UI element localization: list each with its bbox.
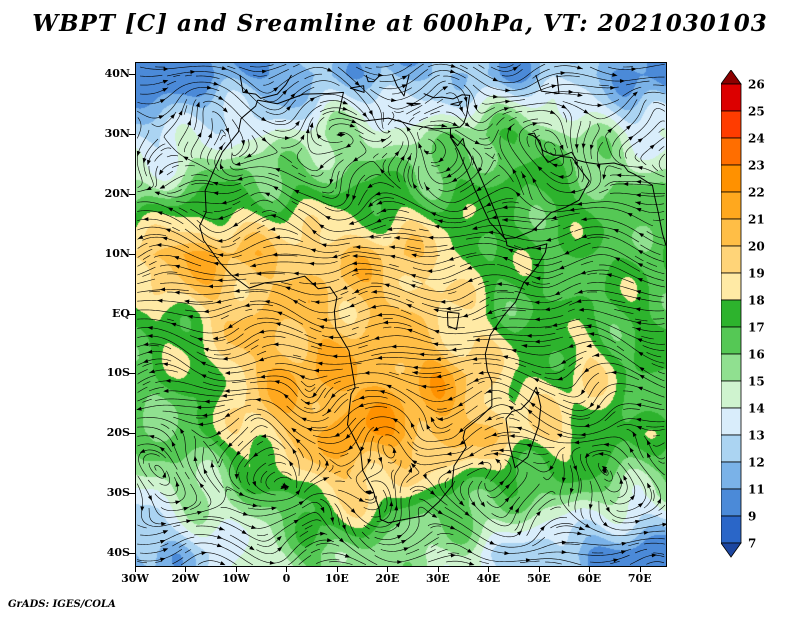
colorbar-segment <box>720 299 742 328</box>
x-axis-label: 20W <box>171 572 200 585</box>
y-axis-tick <box>129 493 135 495</box>
colorbar-label: 20 <box>748 240 765 254</box>
x-axis-tick <box>437 567 439 572</box>
x-axis-tick <box>387 567 389 572</box>
colorbar-arrow-top <box>720 69 742 85</box>
x-axis-label: 20E <box>375 572 400 585</box>
colorbar-segment <box>720 461 742 490</box>
x-axis-label: 30E <box>425 572 450 585</box>
y-axis-tick <box>129 253 135 255</box>
y-axis-label: 10S <box>106 366 130 380</box>
colorbar-label: 19 <box>748 267 765 281</box>
colorbar-segment <box>720 272 742 301</box>
colorbar-label: 26 <box>748 78 765 92</box>
x-axis-tick <box>286 567 288 572</box>
figure-title: WBPT [C] and Sreamline at 600hPa, VT: 20… <box>32 10 768 37</box>
x-axis-tick <box>538 567 540 572</box>
colorbar-label: 21 <box>748 213 765 227</box>
x-axis-tick <box>639 567 641 572</box>
colorbar-label: 25 <box>748 105 765 119</box>
x-axis-tick <box>488 567 490 572</box>
colorbar-svg: 26 25 24 23 22 21 20 19 18 17 16 15 14 13 12 11 9 7 <box>720 69 765 558</box>
colorbar-segment <box>720 137 742 166</box>
colorbar: 26 25 24 23 22 21 20 19 18 17 16 15 14 13 12 11 9 7 <box>720 69 781 566</box>
y-axis-tick <box>129 373 135 375</box>
colorbar-label: 18 <box>748 294 765 308</box>
colorbar-label: 13 <box>748 429 765 443</box>
colorbar-label: 17 <box>748 321 765 335</box>
y-axis-label: 40S <box>106 546 130 560</box>
colorbar-arrow-bottom <box>720 542 742 558</box>
colorbar-segment <box>720 191 742 220</box>
colorbar-label: 11 <box>748 483 765 497</box>
y-axis-tick <box>129 433 135 435</box>
colorbar-label: 14 <box>748 402 765 416</box>
y-axis-tick <box>129 553 135 555</box>
y-axis-tick <box>129 133 135 135</box>
y-axis-label: 10N <box>104 246 130 260</box>
x-axis-tick <box>336 567 338 572</box>
map-plot-frame <box>135 62 667 567</box>
x-axis-label: 40E <box>476 572 501 585</box>
y-axis-label: 20S <box>106 426 130 440</box>
colorbar-segment <box>720 353 742 382</box>
colorbar-segment <box>720 515 742 544</box>
colorbar-segment <box>720 407 742 436</box>
y-axis-tick <box>129 313 135 315</box>
x-axis-tick <box>185 567 187 572</box>
colorbar-label: 22 <box>748 186 765 200</box>
streamline-map-canvas <box>136 63 666 566</box>
x-axis-tick <box>589 567 591 572</box>
colorbar-segment <box>720 245 742 274</box>
colorbar-segment <box>720 434 742 463</box>
grads-attribution: GrADS: IGES/COLA <box>8 599 116 610</box>
colorbar-label: 15 <box>748 375 765 389</box>
y-axis-label: 30S <box>106 486 130 500</box>
x-axis-label: 60E <box>577 572 602 585</box>
x-axis-tick <box>135 567 136 572</box>
colorbar-label: 12 <box>748 456 765 470</box>
y-axis-tick <box>129 193 135 195</box>
colorbar-label: 16 <box>748 348 765 362</box>
x-axis-label: 70E <box>627 572 652 585</box>
colorbar-segment <box>720 83 742 112</box>
colorbar-label: 7 <box>748 537 756 551</box>
x-axis-label: 10E <box>325 572 349 585</box>
y-axis-label: EQ <box>112 306 130 320</box>
colorbar-segment <box>720 326 742 355</box>
colorbar-segment <box>720 218 742 247</box>
colorbar-segment <box>720 110 742 139</box>
colorbar-label: 23 <box>748 159 765 173</box>
y-axis-label: 40N <box>104 66 130 80</box>
y-axis-tick <box>129 73 135 75</box>
colorbar-label: 9 <box>748 510 756 524</box>
y-axis-label: 30N <box>104 126 130 140</box>
colorbar-segment <box>720 488 742 517</box>
x-axis-tick <box>235 567 237 572</box>
y-axis-label: 20N <box>104 186 130 200</box>
colorbar-segment <box>720 380 742 409</box>
x-axis-label: 50E <box>526 572 551 585</box>
x-axis-label: 0 <box>282 572 291 585</box>
colorbar-label: 24 <box>748 132 765 146</box>
colorbar-segment <box>720 164 742 193</box>
x-axis-label: 30W <box>121 572 149 585</box>
x-axis-label: 10W <box>222 572 250 585</box>
